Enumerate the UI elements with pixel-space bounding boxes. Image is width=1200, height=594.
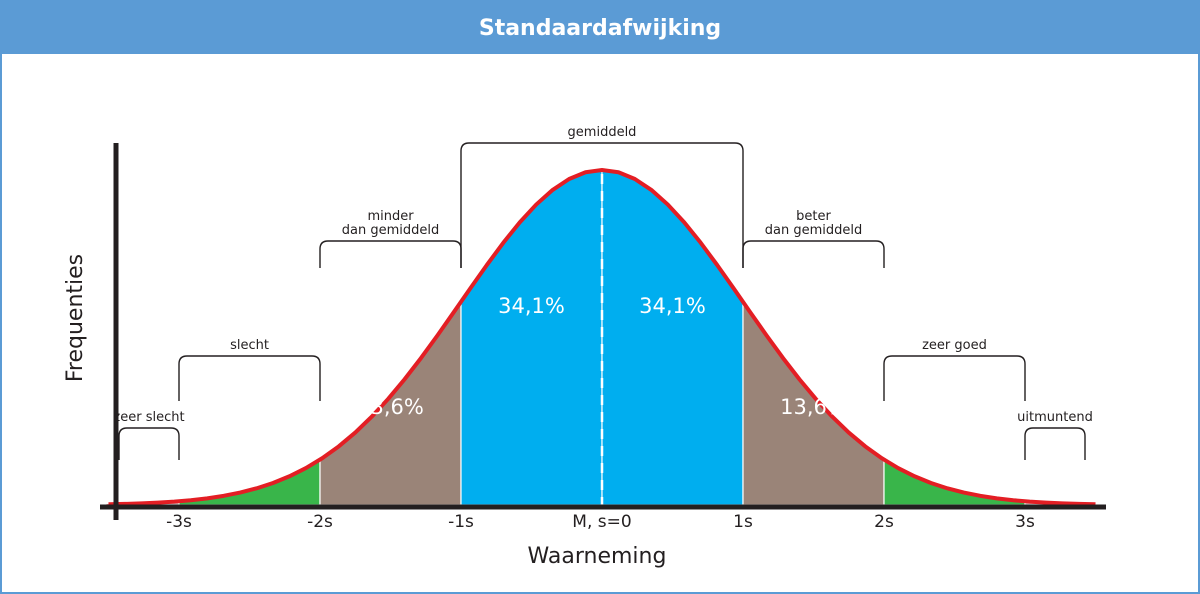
category-label: dan gemiddeld bbox=[765, 223, 862, 238]
category-bracket bbox=[178, 355, 321, 401]
category-label: uitmuntend bbox=[1017, 410, 1093, 425]
category-label: gemiddeld bbox=[568, 125, 637, 140]
category-bracket bbox=[742, 240, 885, 268]
category-bracket bbox=[460, 142, 744, 268]
category-label: beter bbox=[796, 209, 831, 224]
category-label: dan gemiddeld bbox=[342, 223, 439, 238]
x-tick-label: 2s bbox=[874, 512, 894, 532]
y-axis-label: Frequenties bbox=[63, 254, 88, 382]
category-label: zeer slecht bbox=[113, 410, 184, 425]
chart-title: Standaardafwijking bbox=[478, 16, 722, 41]
percentage-label: 13,6% bbox=[780, 395, 847, 419]
category-bracket bbox=[1024, 427, 1086, 460]
percentage-label: 2,1% bbox=[928, 455, 981, 479]
percentage-label: 34,1% bbox=[498, 294, 565, 318]
x-tick-label: 1s bbox=[733, 512, 753, 532]
distribution-curve bbox=[106, 168, 1096, 507]
category-label: slecht bbox=[230, 338, 269, 353]
region-area bbox=[460, 169, 603, 506]
x-tick-label: -3s bbox=[166, 512, 192, 532]
x-tick-label: -1s bbox=[448, 512, 474, 532]
category-label: zeer goed bbox=[922, 338, 987, 353]
title-bar: Standaardafwijking bbox=[2, 2, 1198, 54]
percentage-label: 2,1% bbox=[223, 455, 276, 479]
x-tick-label: -2s bbox=[307, 512, 333, 532]
region-area bbox=[601, 169, 744, 506]
percentage-label: 0,1% bbox=[126, 482, 169, 502]
percentage-label: 34,1% bbox=[639, 294, 706, 318]
category-label: minder bbox=[367, 209, 414, 224]
percentage-label: 0,1% bbox=[1032, 482, 1075, 502]
category-bracket bbox=[118, 427, 180, 460]
percentage-label: 13,6% bbox=[357, 395, 424, 419]
x-axis-label: Waarneming bbox=[528, 544, 667, 569]
x-tick-label: 3s bbox=[1015, 512, 1035, 532]
category-bracket bbox=[883, 355, 1026, 401]
category-bracket bbox=[319, 240, 462, 268]
x-tick-label: M, s=0 bbox=[572, 512, 631, 532]
